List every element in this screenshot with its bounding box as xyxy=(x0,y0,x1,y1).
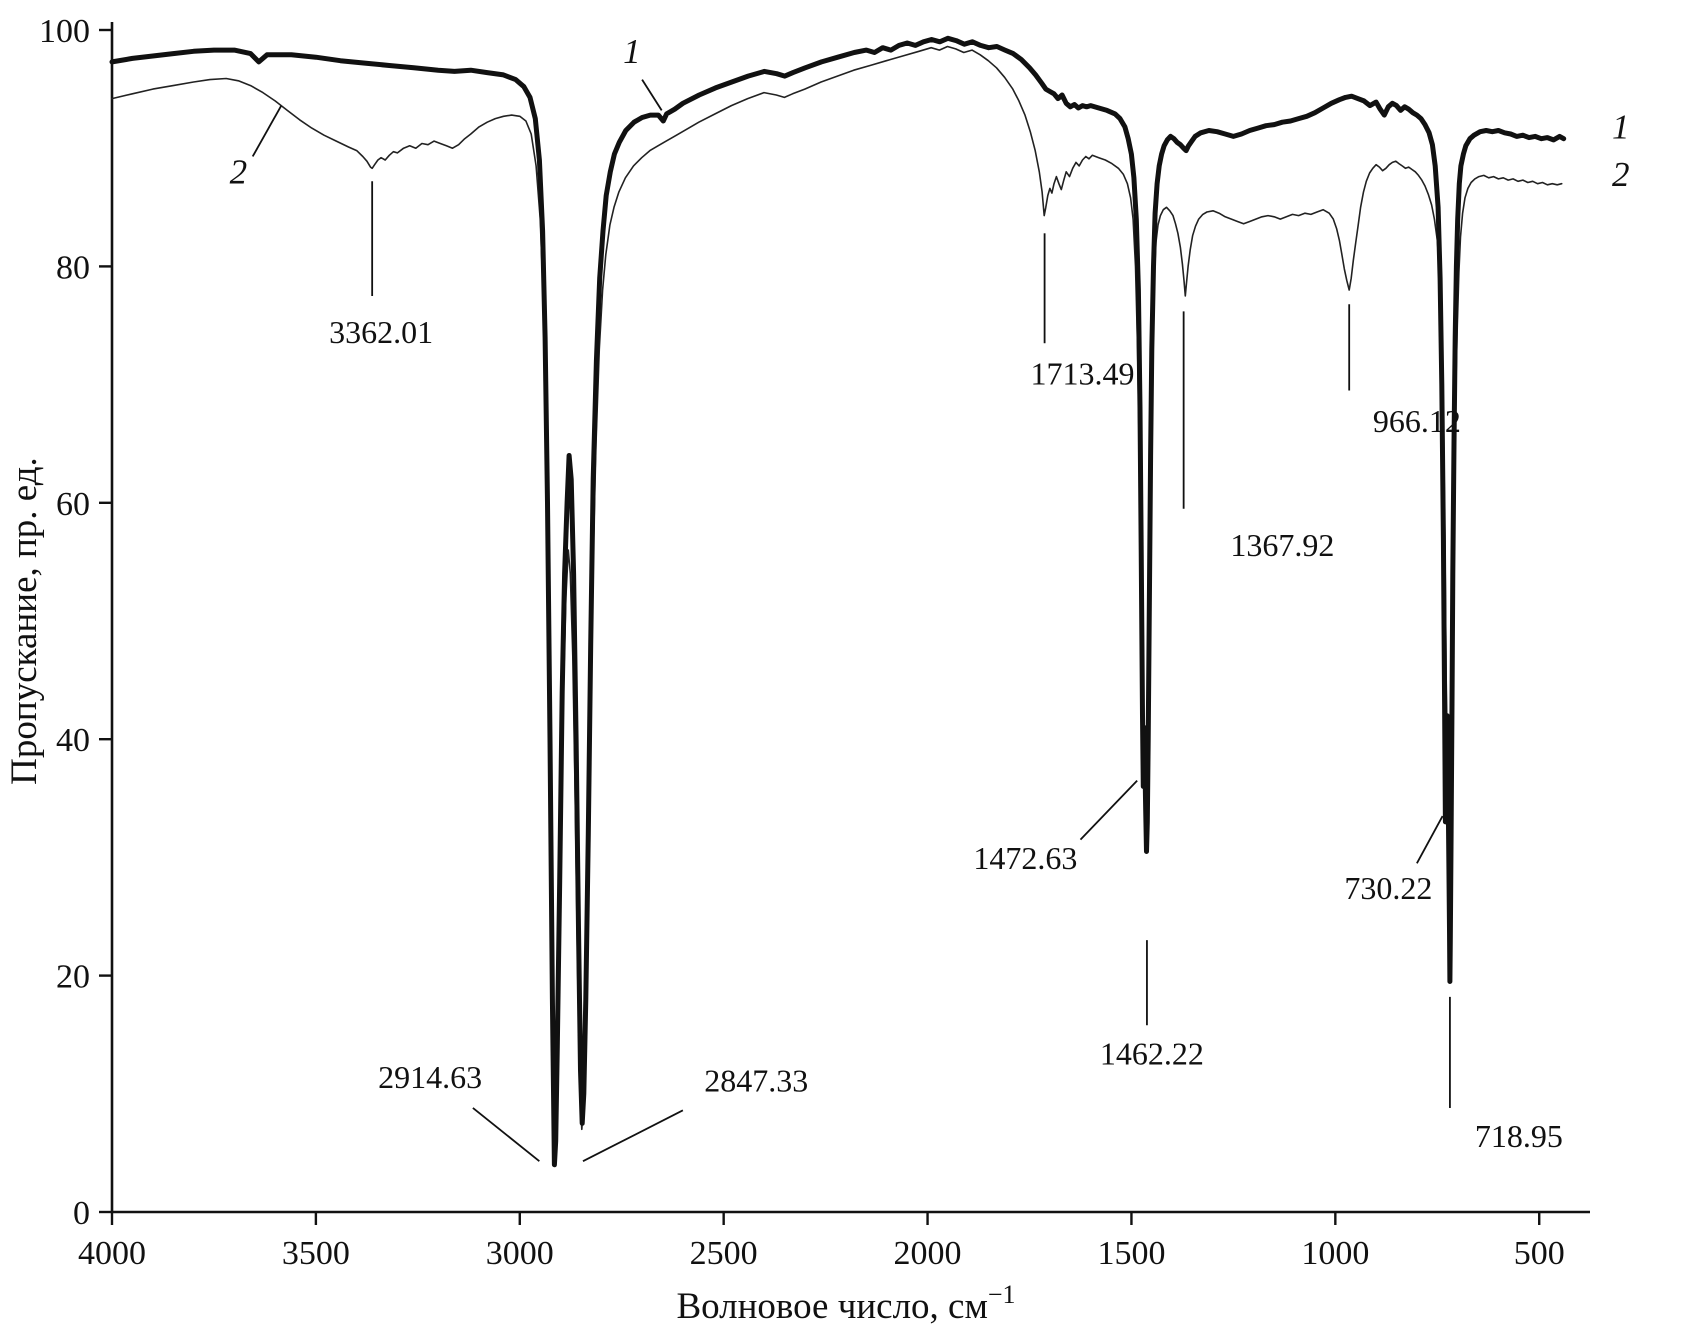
x-tick-label: 2500 xyxy=(690,1235,758,1272)
curve-number-label: 1 xyxy=(1612,108,1630,147)
peak-annotation-label: 3362.01 xyxy=(329,314,433,350)
peak-annotation-label: 718.95 xyxy=(1475,1118,1563,1154)
peak-annotation-label: 1462.22 xyxy=(1100,1035,1204,1071)
curve-number-label: 2 xyxy=(230,153,248,192)
peak-annotation-label: 2914.63 xyxy=(378,1059,482,1095)
y-tick-label: 100 xyxy=(39,13,90,50)
y-tick-label: 80 xyxy=(56,249,90,286)
axis-frame xyxy=(110,22,1590,1214)
peak-annotation-line xyxy=(1416,815,1444,864)
x-tick-label: 4000 xyxy=(78,1235,146,1272)
y-tick-label: 20 xyxy=(56,959,90,996)
y-tick-label: 0 xyxy=(73,1195,90,1232)
curve-1 xyxy=(109,35,1567,1168)
peak-annotation-line xyxy=(582,1109,684,1162)
y-tick-label: 60 xyxy=(56,486,90,523)
x-axis-title: Волновое число, см−1 xyxy=(676,1280,1015,1327)
x-tick-label: 500 xyxy=(1514,1235,1565,1272)
peak-annotation-line xyxy=(1079,779,1138,841)
curve-2 xyxy=(111,45,1563,1154)
curve-label-line xyxy=(641,79,663,111)
curve-number-label: 2 xyxy=(1612,155,1630,194)
peak-annotation-label: 730.22 xyxy=(1344,870,1432,906)
peak-annotation-line xyxy=(472,1107,540,1162)
y-axis-title: Пропускание, пр. ед. xyxy=(4,457,45,785)
peak-annotation-label: 1367.92 xyxy=(1230,527,1334,563)
x-tick-label: 1000 xyxy=(1301,1235,1369,1272)
x-tick-label: 2000 xyxy=(894,1235,962,1272)
peak-annotation-label: 2847.33 xyxy=(704,1062,808,1098)
curve-number-label: 1 xyxy=(623,32,641,71)
x-tick-label: 3000 xyxy=(486,1235,554,1272)
peak-annotation-label: 1713.49 xyxy=(1031,356,1135,392)
peak-annotation-label: 1472.63 xyxy=(973,840,1077,876)
peak-annotation-label: 966.12 xyxy=(1373,403,1461,439)
curve-label-line xyxy=(251,105,283,157)
x-tick-label: 1500 xyxy=(1097,1235,1165,1272)
y-tick-label: 40 xyxy=(56,722,90,759)
x-tick-label: 3500 xyxy=(282,1235,350,1272)
